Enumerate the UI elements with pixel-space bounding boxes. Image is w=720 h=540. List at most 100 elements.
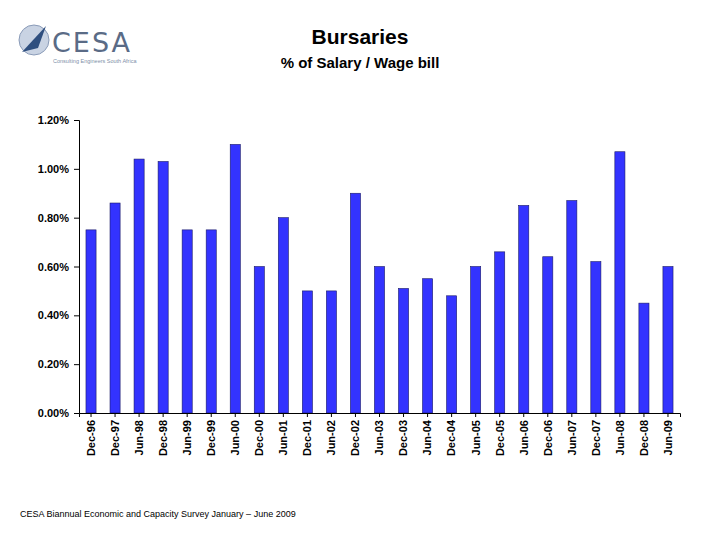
x-tick-mark [427, 413, 428, 417]
y-tick-label: 0.00% [38, 407, 69, 419]
x-tick-label: Dec-98 [157, 420, 169, 456]
x-tick-label: Dec-99 [205, 420, 217, 456]
x-tick-mark [139, 413, 140, 417]
x-tick-label: Dec-07 [590, 420, 602, 456]
x-tick: Dec-01 [301, 413, 313, 456]
x-tick-label: Jun-07 [566, 420, 578, 455]
bar [519, 205, 529, 413]
x-tick: Dec-00 [253, 413, 265, 456]
bar [350, 193, 360, 413]
x-tick-mark [667, 413, 668, 417]
bars [86, 144, 673, 413]
y-tick-mark [74, 364, 79, 365]
x-tick-label: Jun-00 [229, 420, 241, 455]
x-tick: Jun-07 [566, 413, 578, 455]
x-tick-label: Jun-03 [373, 420, 385, 455]
y-tick-mark [74, 413, 79, 414]
bar [326, 291, 336, 413]
x-axis: Dec-96Dec-97Jun-98Dec-98Jun-99Dec-99Jun-… [80, 413, 681, 456]
x-tick: Dec-08 [638, 413, 650, 456]
x-tick-mark [355, 413, 356, 417]
bar [398, 288, 408, 413]
y-tick: 1.20% [38, 114, 79, 126]
logo-text: CESA [52, 27, 132, 58]
y-tick: 0.60% [38, 261, 79, 273]
x-tick-mark [547, 413, 548, 417]
x-tick-mark [259, 413, 260, 417]
x-tick-mark [571, 413, 572, 417]
x-tick: Dec-06 [542, 413, 554, 456]
x-tick: Dec-02 [349, 413, 361, 456]
x-tick-mark [187, 413, 188, 417]
chart: CESAConsulting Engineers South Africa Bur… [0, 0, 720, 540]
x-tick-label: Dec-08 [638, 420, 650, 456]
x-tick: Dec-05 [494, 413, 506, 456]
bar [206, 230, 216, 413]
x-tick-mark [523, 413, 524, 417]
y-axis: 0.00% 0.20% 0.40% 0.60% 0.80% 1.00% 1.20% [38, 114, 80, 419]
y-tick: 1.00% [38, 163, 79, 175]
x-tick: Jun-98 [133, 413, 145, 455]
y-tick-mark [74, 315, 79, 316]
x-tick: Jun-02 [325, 413, 337, 455]
x-tick: Dec-07 [590, 413, 602, 456]
x-tick-label: Dec-04 [445, 419, 457, 456]
y-tick-label: 0.60% [38, 261, 69, 273]
x-tick-label: Dec-00 [253, 420, 265, 456]
x-tick-mark [451, 413, 452, 417]
x-tick-mark [475, 413, 476, 417]
bar [639, 303, 649, 413]
y-tick-label: 0.80% [38, 212, 69, 224]
x-tick-mark [595, 413, 596, 417]
bar [86, 230, 96, 413]
bar [447, 296, 457, 413]
x-tick-label: Dec-06 [542, 420, 554, 456]
bar [110, 203, 120, 413]
y-tick-label: 0.20% [38, 358, 69, 370]
y-tick-label: 1.00% [38, 163, 69, 175]
bar [254, 267, 264, 414]
y-tick: 0.00% [38, 407, 79, 419]
bar [471, 267, 481, 414]
x-tick-mark [331, 413, 332, 417]
y-tick-label: 0.40% [38, 309, 69, 321]
bar [230, 144, 240, 413]
x-tick-mark [235, 413, 236, 417]
x-tick-mark [379, 413, 380, 417]
y-axis-line [74, 121, 80, 414]
bar [302, 291, 312, 413]
x-tick-mark [307, 413, 308, 417]
bar [158, 162, 168, 413]
bar [182, 230, 192, 413]
footer: CESA Biannual Economic and Capacity Surv… [20, 509, 296, 519]
bar [278, 218, 288, 413]
logo: CESAConsulting Engineers South Africa [19, 25, 137, 64]
x-tick-label: Jun-99 [181, 420, 193, 455]
x-tick: Jun-06 [518, 413, 530, 455]
x-tick: Dec-96 [85, 413, 97, 456]
x-tick-label: Dec-02 [349, 420, 361, 456]
subtitle: % of Salary / Wage bill [281, 54, 440, 71]
x-tick-label: Dec-96 [85, 420, 97, 456]
x-tick-label: Jun-06 [518, 420, 530, 455]
y-tick-label: 1.20% [38, 114, 69, 126]
x-tick: Dec-98 [157, 413, 169, 456]
x-tick-mark [403, 413, 404, 417]
y-tick: 0.80% [38, 212, 79, 224]
x-axis-line [80, 414, 681, 418]
x-tick-mark [163, 413, 164, 417]
logo-tagline: Consulting Engineers South Africa [53, 58, 137, 64]
x-tick-label: Jun-04 [421, 419, 433, 455]
x-tick: Jun-03 [373, 413, 385, 455]
x-tick-mark [211, 413, 212, 417]
x-tick-label: Jun-02 [325, 420, 337, 455]
x-tick-mark [283, 413, 284, 417]
logo-globe [19, 25, 49, 55]
y-tick-mark [74, 169, 79, 170]
y-tick-mark [74, 267, 79, 268]
x-tick-mark [619, 413, 620, 417]
y-tick: 0.40% [38, 309, 79, 321]
x-tick-label: Dec-05 [494, 420, 506, 456]
bar [663, 267, 673, 414]
title: Bursaries [312, 25, 409, 48]
